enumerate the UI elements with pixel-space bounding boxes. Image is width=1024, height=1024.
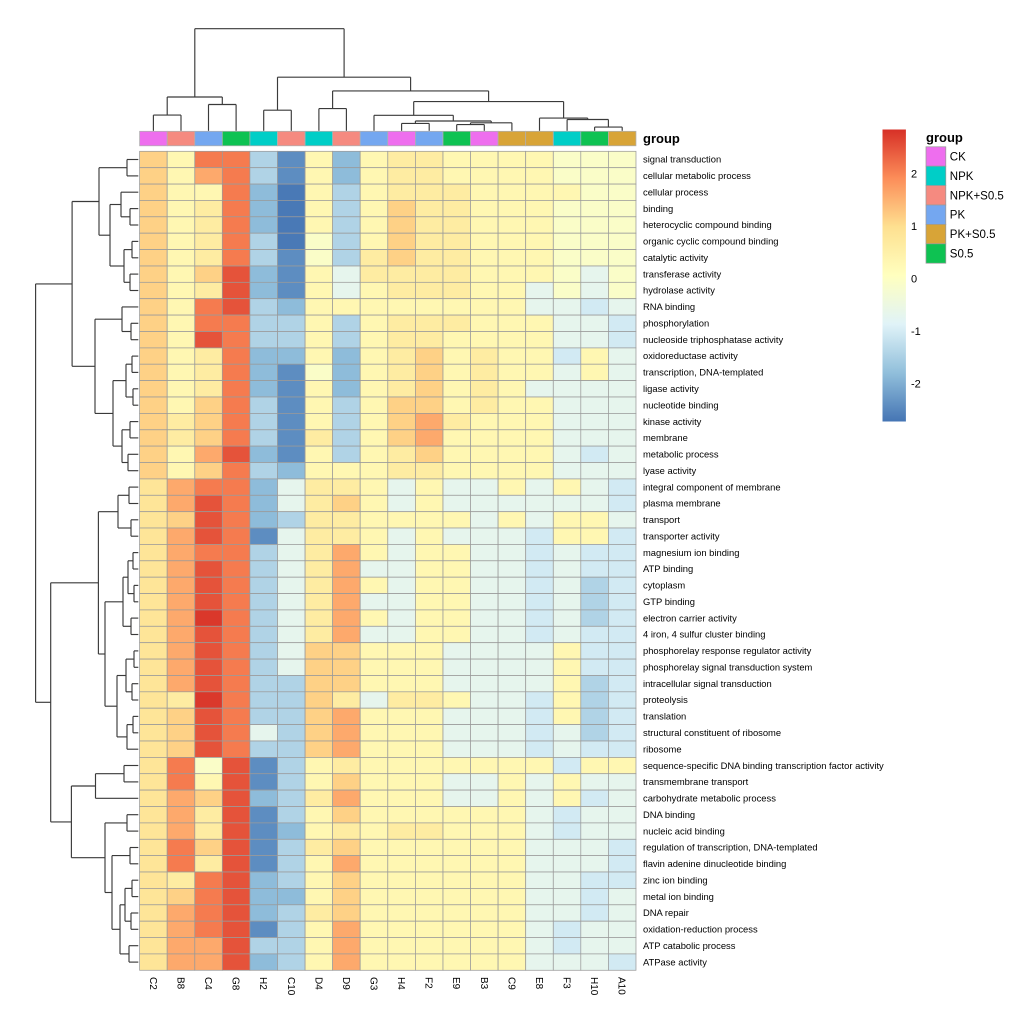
svg-text:-1: -1: [911, 326, 921, 338]
svg-text:NPK: NPK: [950, 171, 974, 183]
svg-text:2: 2: [911, 169, 917, 181]
svg-text:cellular process: cellular process: [643, 186, 708, 197]
svg-text:kinase activity: kinase activity: [643, 416, 702, 427]
svg-text:4 iron, 4 sulfur cluster bindi: 4 iron, 4 sulfur cluster binding: [643, 629, 765, 640]
svg-text:organic cyclic compound bindin: organic cyclic compound binding: [643, 236, 779, 247]
svg-text:magnesium ion binding: magnesium ion binding: [643, 547, 739, 558]
svg-text:E8: E8: [533, 977, 544, 990]
svg-text:NPK+S0.5: NPK+S0.5: [950, 190, 1004, 202]
svg-text:electron carrier activity: electron carrier activity: [643, 612, 737, 623]
svg-text:flavin adenine dinucleotide bi: flavin adenine dinucleotide binding: [643, 858, 786, 869]
svg-text:E9: E9: [450, 977, 461, 990]
svg-text:transporter activity: transporter activity: [643, 530, 720, 541]
svg-text:plasma membrane: plasma membrane: [643, 498, 721, 509]
svg-text:ATPase activity: ATPase activity: [643, 956, 707, 967]
svg-text:oxidoreductase activity: oxidoreductase activity: [643, 350, 738, 361]
svg-text:metal ion binding: metal ion binding: [643, 891, 714, 902]
svg-text:nucleotide binding: nucleotide binding: [643, 399, 719, 410]
svg-text:1: 1: [911, 221, 917, 233]
svg-text:translation: translation: [643, 711, 686, 722]
svg-text:lyase activity: lyase activity: [643, 465, 696, 476]
svg-text:transcription, DNA-templated: transcription, DNA-templated: [643, 367, 763, 378]
svg-text:phosphorelay signal transducti: phosphorelay signal transduction system: [643, 662, 813, 673]
svg-text:PK+S0.5: PK+S0.5: [950, 229, 996, 241]
svg-text:ATP catabolic process: ATP catabolic process: [643, 940, 736, 951]
svg-text:regulation of transcription, D: regulation of transcription, DNA-templat…: [643, 842, 818, 853]
svg-text:F3: F3: [561, 977, 572, 989]
svg-text:heterocyclic compound binding: heterocyclic compound binding: [643, 219, 772, 230]
svg-text:DNA repair: DNA repair: [643, 907, 689, 918]
svg-text:C9: C9: [505, 977, 516, 990]
svg-text:integral component of membrane: integral component of membrane: [643, 481, 781, 492]
svg-text:nucleoside triphosphatase acti: nucleoside triphosphatase activity: [643, 334, 783, 345]
svg-text:phosphorelay response regulato: phosphorelay response regulator activity: [643, 645, 812, 656]
svg-text:sequence-specific DNA binding: sequence-specific DNA binding transcript…: [643, 760, 884, 771]
svg-text:-2: -2: [911, 379, 921, 391]
svg-text:D4: D4: [312, 977, 323, 990]
svg-text:metabolic process: metabolic process: [643, 449, 719, 460]
svg-text:CK: CK: [950, 152, 966, 164]
svg-text:hydrolase activity: hydrolase activity: [643, 285, 715, 296]
svg-text:catalytic activity: catalytic activity: [643, 252, 708, 263]
svg-text:0: 0: [911, 274, 917, 286]
svg-text:C2: C2: [147, 977, 158, 990]
svg-text:ribosome: ribosome: [643, 743, 682, 754]
svg-text:carbohydrate metabolic process: carbohydrate metabolic process: [643, 793, 776, 804]
svg-text:oxidation-reduction process: oxidation-reduction process: [643, 924, 758, 935]
svg-text:transport: transport: [643, 514, 680, 525]
svg-text:phosphorylation: phosphorylation: [643, 318, 709, 329]
svg-text:GTP binding: GTP binding: [643, 596, 695, 607]
svg-text:G3: G3: [368, 977, 379, 991]
svg-text:proteolysis: proteolysis: [643, 694, 688, 705]
svg-text:H4: H4: [395, 977, 406, 990]
svg-text:structural constituent of ribo: structural constituent of ribosome: [643, 727, 781, 738]
svg-text:zinc ion binding: zinc ion binding: [643, 874, 708, 885]
svg-text:RNA binding: RNA binding: [643, 301, 695, 312]
svg-text:transferase activity: transferase activity: [643, 268, 721, 279]
svg-text:cytoplasm: cytoplasm: [643, 580, 685, 591]
svg-text:F2: F2: [423, 977, 434, 989]
svg-text:transmembrane transport: transmembrane transport: [643, 776, 749, 787]
svg-text:cellular metabolic process: cellular metabolic process: [643, 170, 751, 181]
svg-text:group: group: [926, 130, 963, 145]
svg-text:group: group: [643, 131, 680, 146]
svg-text:ligase activity: ligase activity: [643, 383, 699, 394]
svg-text:H2: H2: [257, 977, 268, 990]
svg-text:ATP binding: ATP binding: [643, 563, 693, 574]
svg-text:B3: B3: [478, 977, 489, 990]
svg-text:D9: D9: [340, 977, 351, 990]
svg-text:C4: C4: [202, 977, 213, 990]
svg-text:intracellular signal transduct: intracellular signal transduction: [643, 678, 772, 689]
svg-text:PK: PK: [950, 210, 966, 222]
svg-text:C10: C10: [285, 977, 296, 996]
svg-text:nucleic acid binding: nucleic acid binding: [643, 825, 725, 836]
svg-text:signal transduction: signal transduction: [643, 154, 721, 165]
svg-text:membrane: membrane: [643, 432, 688, 443]
svg-text:DNA binding: DNA binding: [643, 809, 695, 820]
svg-text:binding: binding: [643, 203, 673, 214]
svg-text:A10: A10: [616, 977, 627, 995]
svg-text:G8: G8: [230, 977, 241, 991]
svg-text:S0.5: S0.5: [950, 249, 974, 261]
svg-text:B8: B8: [175, 977, 186, 990]
svg-text:H10: H10: [588, 977, 599, 996]
